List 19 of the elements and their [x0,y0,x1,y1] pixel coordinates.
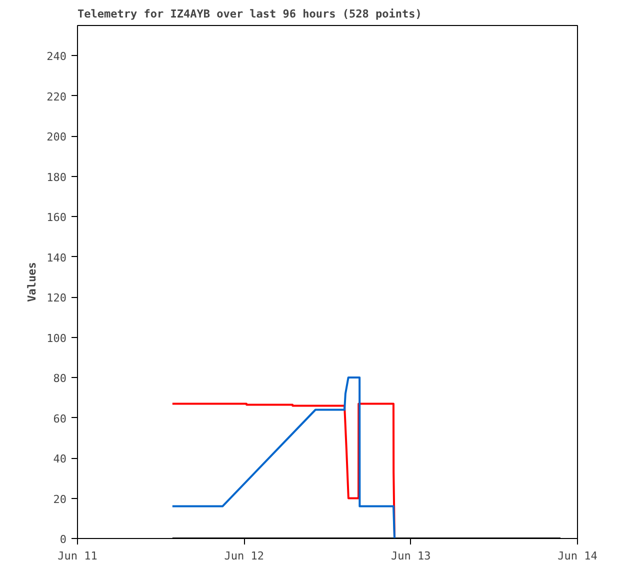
y-tick-label: 160 [46,211,67,224]
y-tick-label: 60 [53,412,67,426]
y-tick-label: 200 [46,130,67,144]
y-tick-label: 100 [46,332,67,345]
y-tick-label: 120 [46,292,67,305]
y-tick-label: 20 [53,492,67,506]
y-tick-label: 40 [53,452,67,466]
chart-title: Telemetry for IZ4AYB over last 96 hours (528 points) [78,8,422,20]
y-tick-label: 140 [46,251,67,264]
y-tick-label: 0 [60,533,66,546]
x-tick-label: Jun 11 [58,550,98,562]
x-tick-label: Jun 13 [390,550,431,562]
y-tick-label: 240 [46,50,67,64]
y-tick-label: 220 [46,90,67,104]
x-tick-label: Jun 12 [224,550,264,562]
x-tick-label: Jun 14 [558,550,598,562]
y-axis-title: Values [26,262,39,302]
y-tick-label: 80 [53,372,67,386]
y-tick-label: 180 [46,170,67,184]
